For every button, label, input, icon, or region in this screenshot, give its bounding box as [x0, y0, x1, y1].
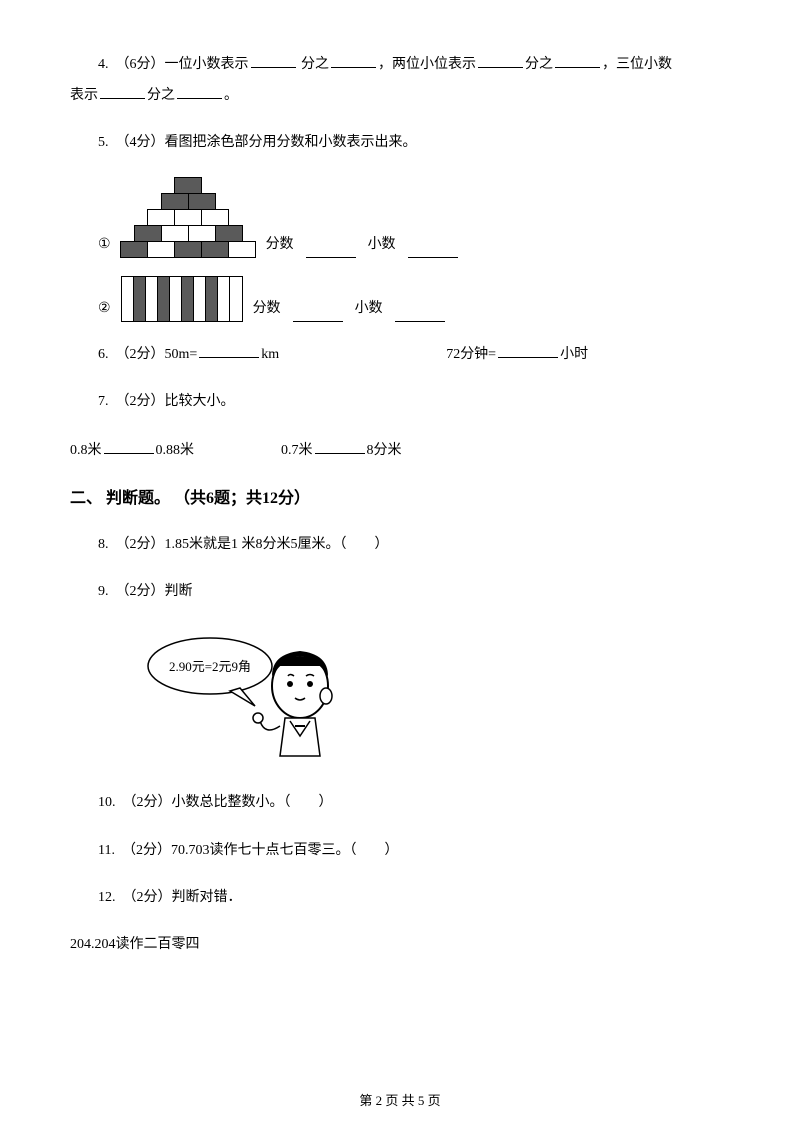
question-11: 11. （2分）70.703读作七十点七百零三。（ ）: [70, 838, 730, 863]
blank[interactable]: [177, 81, 222, 99]
q11-text: 11. （2分）70.703读作七十点七百零三。（ ）: [98, 843, 398, 858]
item-label-2: ②: [98, 296, 111, 321]
bubble-text: 2.90元=2元9角: [169, 659, 251, 674]
pyramid-figure: [121, 178, 256, 258]
q4-text-1: 4. （6分）一位小数表示: [98, 57, 249, 72]
cartoon-svg: 2.90元=2元9角: [140, 626, 360, 766]
q10-text: 10. （2分）小数总比整数小。（ ）: [98, 795, 333, 810]
q6-unit1: km: [261, 347, 279, 362]
blank[interactable]: [478, 50, 523, 68]
question-6: 6. （2分）50m= km 72分钟= 小时: [70, 340, 730, 367]
q5-item-1: ① 分数 小数: [98, 178, 730, 258]
blank[interactable]: [293, 304, 343, 322]
q6-mid: 72分钟=: [446, 347, 496, 362]
q4-line2-text: 表示: [70, 88, 98, 103]
q4-text-3: ，两位小位表示: [378, 57, 476, 72]
blank[interactable]: [395, 304, 445, 322]
q4-text-5: ，三位小数: [602, 57, 672, 72]
question-9: 9. （2分）判断: [70, 579, 730, 604]
stripes-figure: [121, 276, 243, 322]
q5-text: 5. （4分）看图把涂色部分用分数和小数表示出来。: [98, 135, 417, 150]
fraction-label: 分数: [253, 296, 281, 321]
question-7-compare: 0.8米 0.88米 0.7米 8分米: [70, 436, 730, 463]
q4-text-2: 分之: [301, 57, 329, 72]
q7-left2: 0.7米: [281, 443, 313, 458]
q8-text: 8. （2分）1.85米就是1 米8分米5厘米。（ ）: [98, 537, 389, 552]
q7-right2: 8分米: [367, 443, 402, 458]
q9-text: 9. （2分）判断: [98, 584, 193, 599]
blank[interactable]: [306, 240, 356, 258]
q7-right1: 0.88米: [156, 443, 195, 458]
fraction-label: 分数: [266, 232, 294, 257]
section-2-title: 二、 判断题。 （共6题；共12分）: [70, 485, 730, 514]
q12-text: 12. （2分）判断对错．: [98, 890, 242, 905]
blank[interactable]: [555, 50, 600, 68]
blank[interactable]: [199, 340, 259, 358]
question-12: 12. （2分）判断对错．: [70, 885, 730, 910]
question-12-sub: 204.204读作二百零四: [70, 932, 730, 957]
q4-end: 。: [224, 88, 238, 103]
blank[interactable]: [104, 436, 154, 454]
q4-text-4: 分之: [525, 57, 553, 72]
q7-text: 7. （2分）比较大小。: [98, 394, 235, 409]
question-4: 4. （6分）一位小数表示 分之 ，两位小位表示 分之 ，三位小数: [70, 50, 730, 77]
decimal-label: 小数: [355, 296, 383, 321]
question-8: 8. （2分）1.85米就是1 米8分米5厘米。（ ）: [70, 532, 730, 557]
q5-item-2: ② 分数 小数: [98, 276, 730, 322]
q6-unit2: 小时: [560, 347, 588, 362]
blank[interactable]: [100, 81, 145, 99]
blank[interactable]: [315, 436, 365, 454]
question-5: 5. （4分）看图把涂色部分用分数和小数表示出来。: [70, 130, 730, 155]
blank[interactable]: [408, 240, 458, 258]
question-7: 7. （2分）比较大小。: [70, 389, 730, 414]
blank[interactable]: [498, 340, 558, 358]
cartoon-figure: 2.90元=2元9角: [140, 626, 730, 775]
item-label-1: ①: [98, 232, 111, 257]
page-footer: 第 2 页 共 5 页: [0, 1089, 800, 1112]
blank[interactable]: [251, 50, 296, 68]
q4-mid5: 分之: [147, 88, 175, 103]
q12-sub: 204.204读作二百零四: [70, 937, 200, 952]
question-10: 10. （2分）小数总比整数小。（ ）: [70, 790, 730, 815]
q7-left1: 0.8米: [70, 443, 102, 458]
q6-prefix: 6. （2分）50m=: [98, 347, 197, 362]
question-4-line2: 表示 分之 。: [70, 81, 730, 108]
decimal-label: 小数: [368, 232, 396, 257]
blank[interactable]: [331, 50, 376, 68]
